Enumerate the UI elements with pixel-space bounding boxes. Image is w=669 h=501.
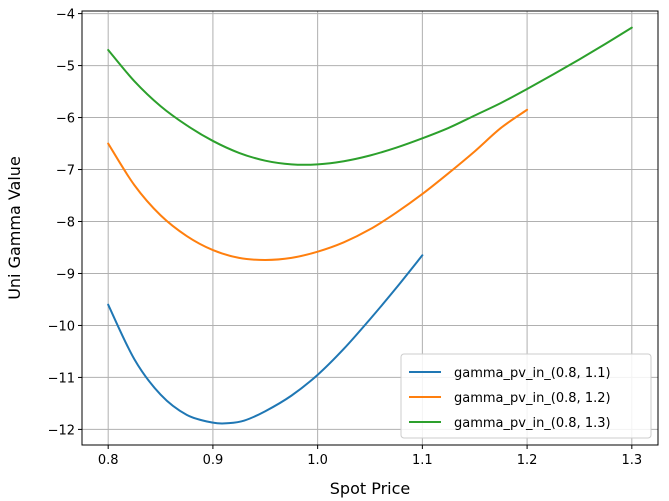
y-tick-label: −12: [48, 423, 75, 438]
grid: [82, 11, 658, 445]
y-tick-label: −5: [56, 60, 75, 75]
y-tick-label: −9: [56, 267, 75, 282]
legend-box: [400, 353, 652, 439]
y-tick-label: −7: [56, 164, 75, 179]
y-tick-label: −4: [56, 8, 75, 23]
y-axis-label: Uni Gamma Value: [5, 156, 24, 300]
x-tick-label: 1.0: [307, 453, 328, 468]
y-tick-label: −8: [56, 216, 75, 231]
legend: gamma_pv_in_(0.8, 1.1) gamma_pv_in_(0.8,…: [400, 353, 652, 439]
x-tick-label: 1.2: [517, 453, 538, 468]
x-axis-label: Spot Price: [330, 479, 411, 498]
axis-ticks: 0.8 0.9 1.0 1.1 1.2 1.3 −12 −11 −10 −9 −8 −7 −6 −5 −4: [48, 8, 643, 468]
legend-label-3: gamma_pv_in_(0.8, 1.3): [454, 416, 611, 431]
x-tick-label: 0.9: [203, 453, 224, 468]
x-tick-label: 0.8: [98, 453, 119, 468]
y-tick-label: −6: [56, 112, 75, 127]
y-tick-label: −10: [48, 319, 75, 334]
y-tick-label: −11: [48, 371, 75, 386]
legend-label-1: gamma_pv_in_(0.8, 1.1): [454, 366, 611, 381]
series-lines: [107, 26, 633, 425]
plot-frame: [81, 10, 659, 446]
x-tick-label: 1.1: [412, 453, 433, 468]
legend-label-2: gamma_pv_in_(0.8, 1.2): [454, 391, 611, 406]
series-line-1: [107, 254, 424, 425]
series-line-2: [107, 108, 529, 261]
x-tick-label: 1.3: [621, 453, 642, 468]
series-line-3: [107, 26, 633, 166]
